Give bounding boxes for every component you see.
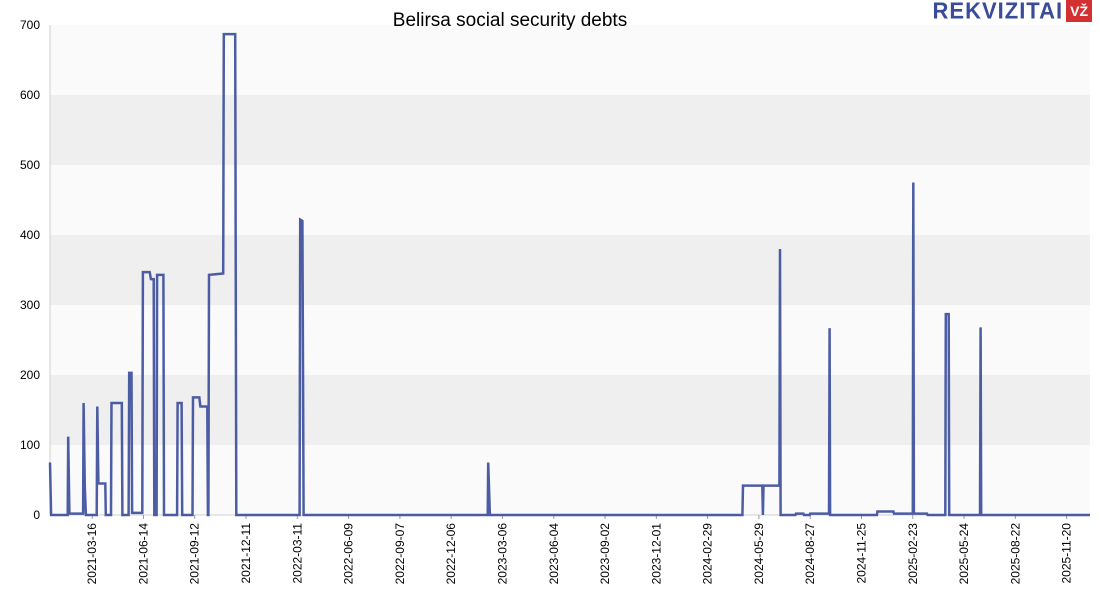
x-tick-label: 2022-03-11 — [290, 523, 304, 584]
x-tick-label: 2021-03-16 — [85, 523, 99, 585]
x-tick-label: 2025-08-22 — [1008, 523, 1022, 585]
y-tick-label: 600 — [20, 88, 40, 102]
x-tick-label: 2023-12-01 — [649, 523, 663, 585]
x-tick-label: 2023-09-02 — [598, 523, 612, 585]
y-tick-label: 500 — [20, 158, 40, 172]
x-tick-label: 2024-02-29 — [701, 523, 715, 585]
series-line — [48, 32, 1090, 517]
x-tick-label: 2022-12-06 — [444, 523, 458, 585]
x-tick-label: 2021-06-14 — [136, 523, 150, 585]
x-tick-label: 2021-12-11 — [239, 523, 253, 584]
grid-band — [50, 375, 1090, 445]
grid-band — [50, 25, 1090, 95]
series-layer — [48, 32, 1090, 517]
chart-title: Belirsa social security debts — [392, 10, 628, 31]
x-tick-label: 2022-09-07 — [393, 523, 407, 585]
rekvizitai-logo[interactable]: REKVIZITAI VŽ — [933, 0, 1092, 22]
x-tick-label: 2023-06-04 — [547, 523, 561, 585]
x-tick-label: 2025-11-20 — [1060, 523, 1074, 584]
y-tick-label: 0 — [33, 508, 40, 522]
grid-band — [50, 95, 1090, 165]
grid-band — [50, 165, 1090, 235]
grid-band — [50, 235, 1090, 305]
y-tick-labels: 0 100 200 300 400 500 600 700 — [20, 18, 40, 522]
grid-band — [50, 305, 1090, 375]
x-tick-label: 2024-05-29 — [752, 523, 766, 585]
y-tick-label: 700 — [20, 18, 40, 32]
x-tick-label: 2025-05-24 — [957, 523, 971, 585]
x-tick-label: 2024-11-25 — [854, 523, 868, 584]
logo-text: REKVIZITAI — [932, 0, 1064, 24]
grid-bands — [50, 25, 1090, 515]
x-tick-labels: 2021-03-16 2021-06-14 2021-09-12 2021-12-11… — [85, 515, 1074, 585]
x-tick-label: 2021-09-12 — [188, 523, 202, 585]
y-tick-label: 300 — [20, 298, 40, 312]
x-tick-label: 2023-03-06 — [495, 523, 509, 585]
y-tick-label: 200 — [20, 368, 40, 382]
y-tick-label: 400 — [20, 228, 40, 242]
x-tick-label: 2024-08-27 — [803, 523, 817, 585]
logo-badge: VŽ — [1066, 0, 1092, 22]
x-tick-label: 2022-06-09 — [342, 523, 356, 585]
y-tick-label: 100 — [20, 438, 40, 452]
grid-band — [50, 445, 1090, 515]
x-tick-label: 2025-02-23 — [906, 523, 920, 585]
